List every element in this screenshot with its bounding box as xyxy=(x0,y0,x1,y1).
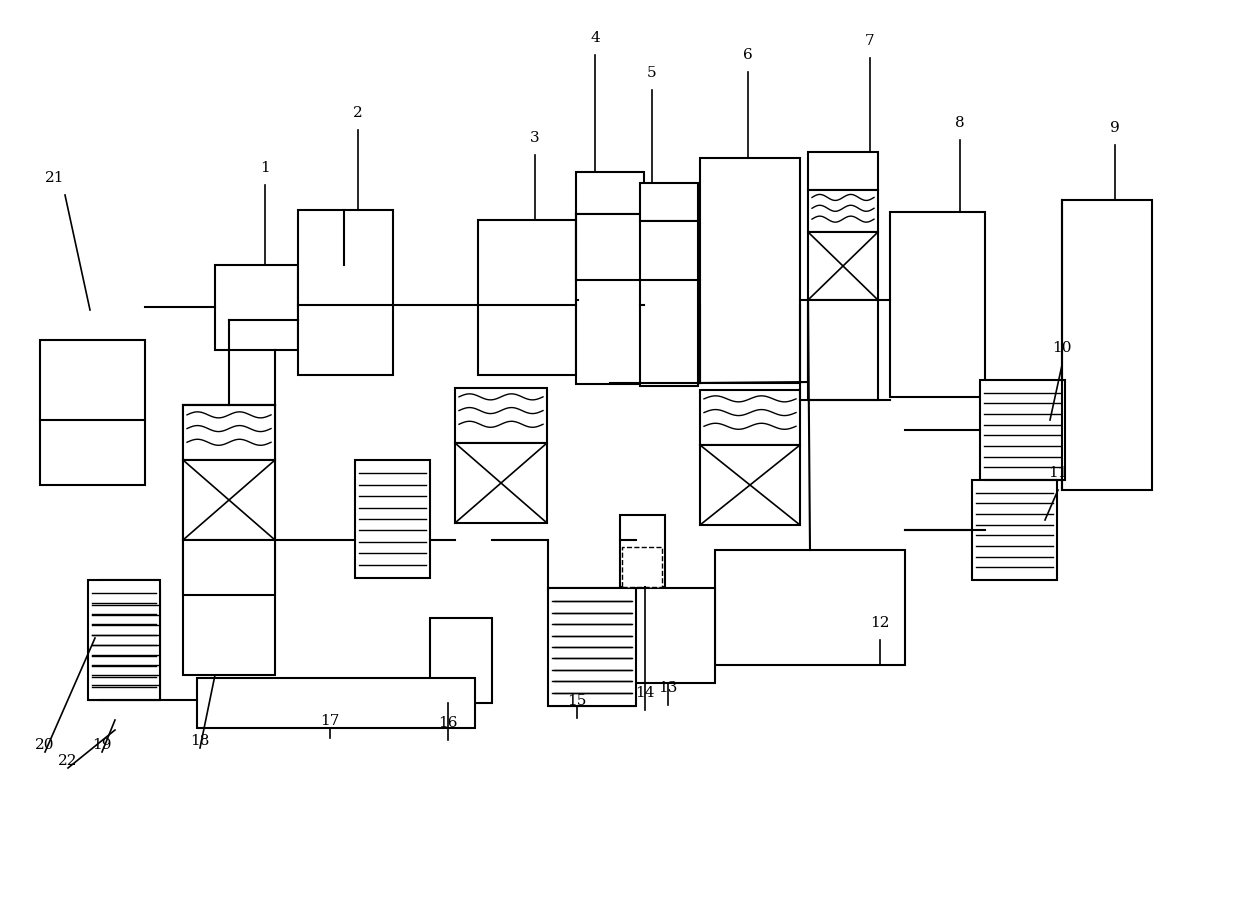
Text: 18: 18 xyxy=(190,734,210,748)
Bar xyxy=(715,550,905,665)
Bar xyxy=(455,443,547,523)
Text: 10: 10 xyxy=(1053,341,1071,355)
Text: 9: 9 xyxy=(1110,121,1120,135)
Text: 3: 3 xyxy=(531,131,539,145)
Bar xyxy=(808,190,878,232)
Bar xyxy=(701,158,800,383)
Bar xyxy=(1061,200,1152,490)
Text: 7: 7 xyxy=(866,34,874,48)
Bar xyxy=(184,460,275,540)
Bar xyxy=(40,340,145,485)
Bar xyxy=(808,232,878,300)
Bar xyxy=(701,390,800,445)
Bar xyxy=(355,460,430,578)
Bar xyxy=(620,515,665,587)
Text: 2: 2 xyxy=(353,106,363,120)
Bar xyxy=(215,265,298,350)
Bar xyxy=(477,220,577,375)
Bar xyxy=(808,300,878,400)
Bar xyxy=(808,152,878,190)
Text: 12: 12 xyxy=(870,616,890,630)
Text: 1: 1 xyxy=(260,161,270,175)
Text: 16: 16 xyxy=(438,716,458,730)
Bar xyxy=(701,445,800,525)
Bar xyxy=(577,172,644,214)
Bar xyxy=(890,212,985,397)
Bar xyxy=(184,405,275,460)
Bar xyxy=(88,580,160,700)
Bar xyxy=(548,588,636,706)
Text: 6: 6 xyxy=(743,48,753,62)
Text: 21: 21 xyxy=(45,171,64,185)
Text: 4: 4 xyxy=(590,31,600,45)
Bar xyxy=(622,547,662,587)
Bar xyxy=(197,678,475,728)
Text: 11: 11 xyxy=(1048,466,1068,480)
Bar xyxy=(184,405,275,675)
Bar xyxy=(430,618,492,703)
Bar xyxy=(980,380,1065,480)
Text: 19: 19 xyxy=(92,738,112,752)
Bar xyxy=(184,540,275,595)
Bar xyxy=(100,580,157,680)
Bar xyxy=(298,210,393,375)
Bar xyxy=(640,183,698,221)
Bar xyxy=(455,388,547,443)
Bar xyxy=(551,588,635,706)
Text: 14: 14 xyxy=(635,686,655,700)
Text: 17: 17 xyxy=(320,714,340,728)
Text: 8: 8 xyxy=(955,116,965,130)
Bar xyxy=(635,588,715,683)
Text: 5: 5 xyxy=(647,66,657,80)
Bar xyxy=(577,214,644,384)
Text: 22: 22 xyxy=(58,754,78,768)
Bar xyxy=(972,480,1056,580)
Text: 13: 13 xyxy=(658,681,678,695)
Bar xyxy=(640,221,698,386)
Bar xyxy=(91,590,160,700)
Text: 15: 15 xyxy=(568,694,587,708)
Text: 20: 20 xyxy=(35,738,55,752)
